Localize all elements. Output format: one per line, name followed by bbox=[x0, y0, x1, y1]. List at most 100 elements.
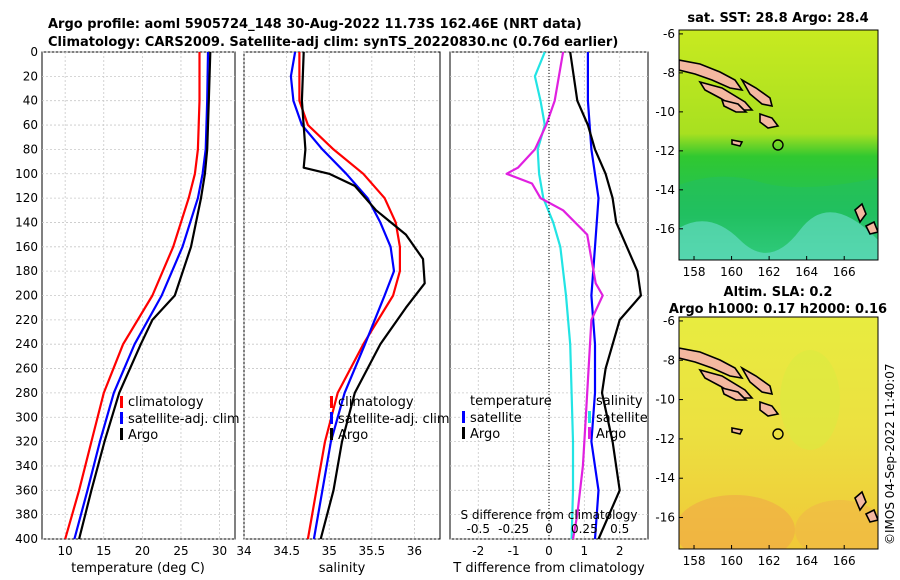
legend-title: temperature bbox=[470, 394, 552, 409]
sla-map-title-2: Argo h1000: 0.17 h2000: 0.16 bbox=[669, 302, 887, 317]
legend-swatch-satellite bbox=[462, 411, 465, 423]
depth-tick-label: 300 bbox=[15, 410, 38, 424]
sla-high-patch bbox=[795, 500, 878, 549]
sla-map-title-1: Altim. SLA: 0.2 bbox=[724, 285, 833, 300]
temperature-tick-label: 30 bbox=[212, 544, 227, 558]
temperature-tick-label: 25 bbox=[173, 544, 188, 558]
legend-label: satellite bbox=[596, 411, 648, 426]
sdiff-tick-label: 0.25 bbox=[571, 522, 598, 536]
series-salinity-argo bbox=[505, 51, 604, 540]
island bbox=[720, 98, 748, 113]
sst-cool-band bbox=[679, 212, 878, 260]
header-line-1: Argo profile: aoml 5905724_148 30-Aug-20… bbox=[48, 17, 582, 32]
island bbox=[739, 365, 774, 396]
island bbox=[731, 427, 744, 435]
sst-map-frame bbox=[678, 29, 879, 261]
salinity-legend: climatology satellite-adj. clim Argo bbox=[330, 395, 450, 443]
island bbox=[679, 59, 744, 92]
tdiff-tick-label: -2 bbox=[472, 544, 484, 558]
legend-swatch-argo bbox=[330, 428, 333, 440]
sla-map bbox=[679, 317, 878, 549]
grid-layer bbox=[42, 51, 648, 540]
temperature-xlabel: temperature (deg C) bbox=[71, 561, 205, 576]
series-climatology bbox=[64, 52, 201, 540]
map-lon-label: 164 bbox=[795, 554, 818, 568]
legend-swatch-argo bbox=[588, 427, 591, 439]
sst-map-title: sat. SST: 28.8 Argo: 28.4 bbox=[687, 11, 868, 26]
temperature-legend: climatology satellite-adj. clim Argo bbox=[120, 395, 240, 443]
depth-tick-label: 40 bbox=[23, 94, 38, 108]
depth-tick-label: 60 bbox=[23, 118, 38, 132]
temperature-tick-label: 20 bbox=[135, 544, 150, 558]
tdiff-legend: temperature satellite Argo bbox=[462, 394, 552, 442]
map-lon-label: 158 bbox=[683, 265, 706, 279]
island bbox=[739, 77, 774, 108]
map-lat-label: -10 bbox=[655, 105, 675, 119]
legend-swatch-satellite bbox=[330, 412, 333, 424]
map-lon-label: 164 bbox=[795, 265, 818, 279]
sdiff-tick-label: -0.5 bbox=[467, 522, 490, 536]
map-lat-label: -12 bbox=[655, 144, 675, 158]
sla-high-patch bbox=[679, 495, 795, 549]
depth-tick-label: 240 bbox=[15, 337, 38, 351]
label-layer: 0204060801001201401601802002202402602803… bbox=[15, 45, 629, 558]
map-lat-label: -16 bbox=[655, 222, 675, 236]
island bbox=[864, 508, 878, 523]
tdiff-tick-label: 0 bbox=[545, 544, 553, 558]
map-lon-label: 162 bbox=[758, 554, 781, 568]
depth-tick-label: 140 bbox=[15, 215, 38, 229]
series-temperature-argo bbox=[569, 51, 642, 540]
depth-tick-label: 20 bbox=[23, 69, 38, 83]
island bbox=[698, 80, 754, 111]
header-line-2: Climatology: CARS2009. Satellite-adj cli… bbox=[48, 35, 618, 50]
depth-tick-label: 0 bbox=[30, 45, 38, 59]
series-salinity-satellite bbox=[533, 51, 575, 540]
depth-tick-label: 260 bbox=[15, 362, 38, 376]
depth-tick-label: 120 bbox=[15, 191, 38, 205]
depth-tick-label: 360 bbox=[15, 483, 38, 497]
island bbox=[720, 386, 748, 401]
tdiff-xlabel: T difference from climatology bbox=[452, 561, 645, 576]
salinity-tick-label: 34 bbox=[236, 544, 251, 558]
salinity-tick-label: 35 bbox=[322, 544, 337, 558]
depth-tick-label: 220 bbox=[15, 313, 38, 327]
legend-swatch-satellite bbox=[120, 412, 123, 424]
depth-tick-label: 80 bbox=[23, 142, 38, 156]
series-argo bbox=[300, 51, 426, 540]
sst-map bbox=[679, 30, 878, 260]
depth-tick-label: 380 bbox=[15, 508, 38, 522]
series-climatology bbox=[298, 52, 401, 540]
legend-title: salinity bbox=[596, 394, 643, 409]
depth-tick-label: 100 bbox=[15, 167, 38, 181]
map-lat-label: -12 bbox=[655, 432, 675, 446]
legend-swatch-climatology bbox=[120, 396, 123, 408]
legend-swatch-satellite bbox=[588, 411, 591, 423]
legend-label: satellite-adj. clim bbox=[338, 412, 450, 427]
credit-stamp: ©IMOS 04-Sep-2022 11:40:07 bbox=[883, 363, 897, 545]
map-lon-label: 158 bbox=[683, 554, 706, 568]
legend-label: Argo bbox=[596, 427, 626, 442]
legend-label: climatology bbox=[128, 395, 204, 410]
map-lat-label: -14 bbox=[655, 183, 675, 197]
sdiff-legend: salinity satellite Argo bbox=[588, 394, 648, 442]
sdiff-title: S difference from climatology bbox=[461, 508, 638, 522]
tdiff-tick-label: 2 bbox=[616, 544, 624, 558]
data-layer bbox=[64, 51, 642, 540]
map-lon-label: 160 bbox=[720, 554, 743, 568]
map-tick-layer: 158 160 162 164 166 -6 -8 -10 -12 -14 -16 158 160 162… bbox=[655, 27, 855, 568]
legend-label: Argo bbox=[470, 427, 500, 442]
legend-label: satellite-adj. clim bbox=[128, 412, 240, 427]
tdiff-tick-label: -1 bbox=[508, 544, 520, 558]
sla-low-patch bbox=[780, 350, 840, 450]
legend-label: climatology bbox=[338, 395, 414, 410]
island bbox=[679, 347, 744, 380]
legend-label: Argo bbox=[128, 428, 158, 443]
map-lat-label: -14 bbox=[655, 471, 675, 485]
island bbox=[731, 139, 744, 147]
salinity-tick-label: 34.5 bbox=[273, 544, 300, 558]
map-lon-label: 166 bbox=[833, 554, 856, 568]
temperature-tick-label: 10 bbox=[58, 544, 73, 558]
map-lon-label: 166 bbox=[833, 265, 856, 279]
series-satellite-adj-clim bbox=[73, 51, 210, 540]
